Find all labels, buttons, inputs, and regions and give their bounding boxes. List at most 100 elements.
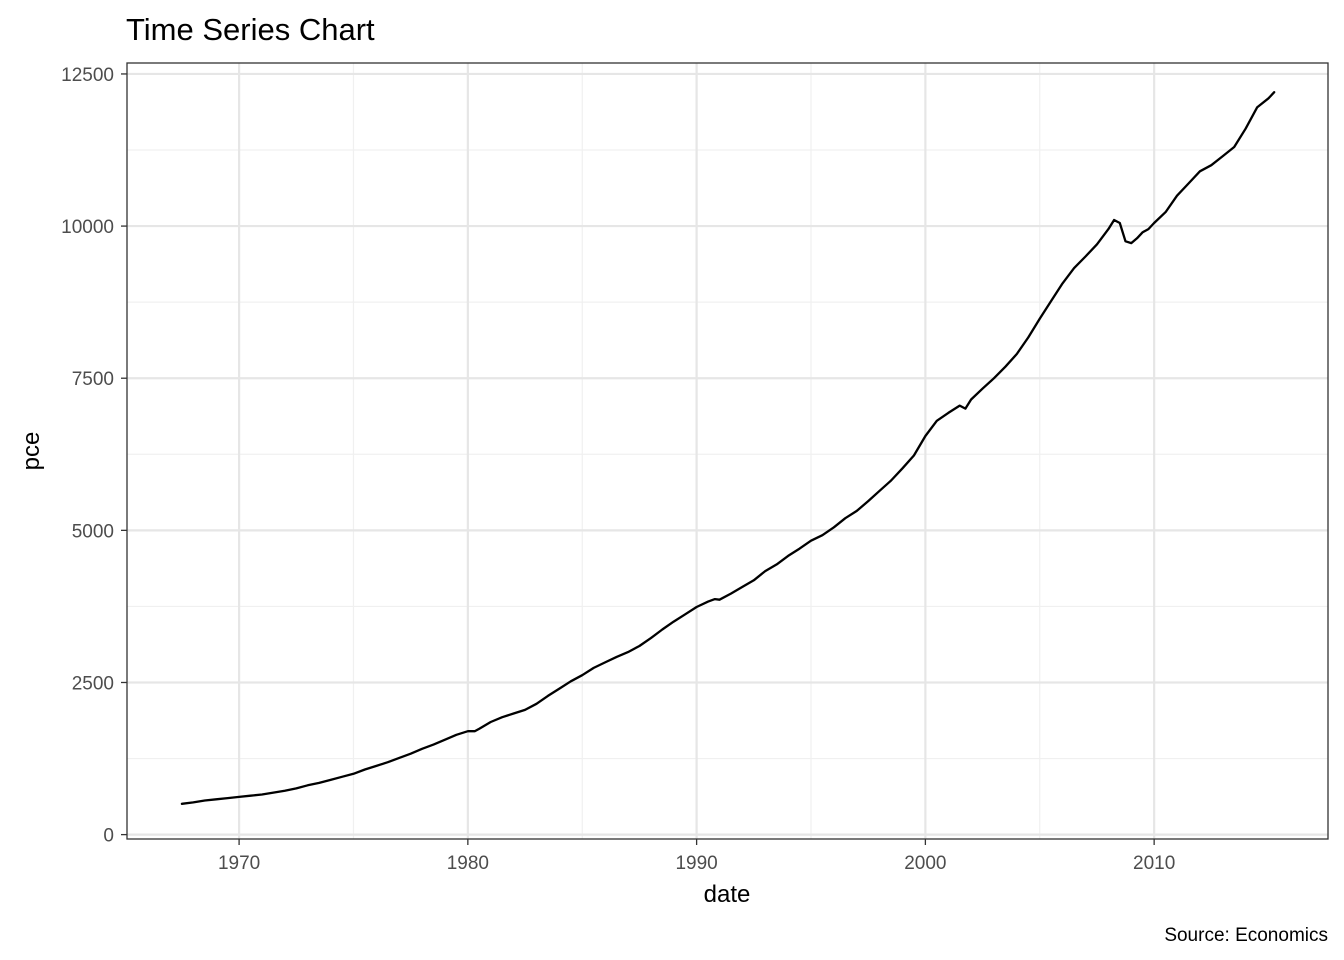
data-point [1107, 228, 1109, 230]
data-point [330, 779, 332, 781]
data-point [627, 651, 629, 653]
data-point [192, 801, 194, 804]
chart-caption: Source: Economics [1164, 925, 1328, 946]
data-point [1222, 155, 1224, 157]
data-point [295, 787, 297, 790]
data-point [1273, 91, 1275, 93]
data-point [547, 695, 549, 697]
data-point [455, 734, 457, 736]
data-point [1050, 300, 1052, 302]
data-point [513, 712, 515, 715]
data-point [284, 790, 286, 792]
axis-ticks [121, 73, 1155, 845]
data-point [707, 601, 709, 603]
data-point [1136, 237, 1138, 239]
data-point [730, 593, 732, 595]
data-point [1142, 231, 1144, 233]
data-point [890, 479, 892, 482]
y-tick-label: 2500 [72, 673, 114, 694]
data-point [398, 757, 400, 759]
data-point [1256, 106, 1258, 108]
y-tick-label: 7500 [72, 369, 114, 390]
y-axis-tick-labels: 0 2500 5000 7500 10000 12500 [61, 65, 114, 847]
data-point [787, 555, 789, 557]
data-point [478, 728, 480, 730]
x-tick-label: 1990 [675, 853, 717, 874]
data-point [993, 377, 995, 379]
data-point [714, 598, 716, 600]
data-point [970, 398, 972, 401]
data-point [936, 420, 938, 422]
data-point [1039, 318, 1041, 320]
x-axis-title: date [704, 881, 751, 908]
y-tick-label: 10000 [61, 217, 114, 238]
data-point [1096, 243, 1098, 245]
data-point [879, 490, 881, 492]
data-point [1004, 366, 1007, 368]
data-point [604, 661, 606, 664]
data-point [684, 613, 686, 615]
y-tick-label: 5000 [72, 521, 114, 542]
data-point [307, 784, 309, 786]
x-tick-label: 2010 [1133, 853, 1175, 874]
data-point [444, 739, 446, 741]
data-point [650, 637, 652, 639]
data-point [1165, 211, 1167, 213]
x-axis-tick-labels: 1970 1980 1990 2000 2010 [218, 853, 1175, 874]
data-point [1119, 222, 1121, 224]
data-point [1210, 164, 1212, 166]
data-point [558, 688, 561, 690]
data-point [1233, 146, 1235, 148]
data-point [341, 776, 343, 778]
data-point [1016, 353, 1018, 355]
data-point [387, 761, 389, 763]
data-point [1176, 195, 1178, 197]
data-point [1147, 228, 1149, 230]
data-point [474, 730, 476, 732]
data-point [1113, 219, 1115, 221]
data-point [364, 768, 366, 771]
x-tick-label: 2000 [904, 853, 946, 874]
data-point [581, 674, 583, 676]
plot-border [126, 62, 1329, 840]
data-point [1062, 282, 1064, 284]
data-point [570, 680, 572, 682]
data-point [318, 782, 320, 784]
data-point [741, 586, 744, 588]
data-point [227, 797, 229, 799]
x-tick-label: 1970 [218, 853, 260, 874]
data-point [524, 709, 526, 711]
data-point [238, 796, 240, 798]
major-gridlines [127, 63, 1328, 839]
data-point [673, 621, 675, 623]
data-point [1124, 240, 1127, 242]
data-point [432, 744, 435, 746]
data-point [638, 645, 641, 647]
data-point [924, 435, 927, 437]
data-point [821, 534, 824, 536]
data-point [352, 773, 355, 775]
data-point [753, 579, 755, 581]
data-point [490, 721, 492, 723]
data-point [982, 388, 984, 390]
data-point [272, 792, 274, 794]
data-point [1073, 267, 1075, 269]
plot-panel [127, 63, 1328, 839]
data-point [964, 408, 967, 410]
data-point [947, 412, 949, 414]
data-point [959, 405, 961, 407]
data-point [833, 526, 835, 528]
y-tick-label: 12500 [61, 65, 114, 86]
data-point [375, 765, 377, 767]
data-point [867, 500, 869, 502]
data-point [1199, 170, 1201, 172]
data-point [776, 563, 778, 566]
data-point [215, 798, 217, 800]
data-point [1130, 242, 1132, 244]
data-point [467, 730, 469, 732]
y-tick-label: 0 [103, 826, 114, 847]
data-point [764, 570, 766, 572]
series-layer [180, 91, 1276, 805]
